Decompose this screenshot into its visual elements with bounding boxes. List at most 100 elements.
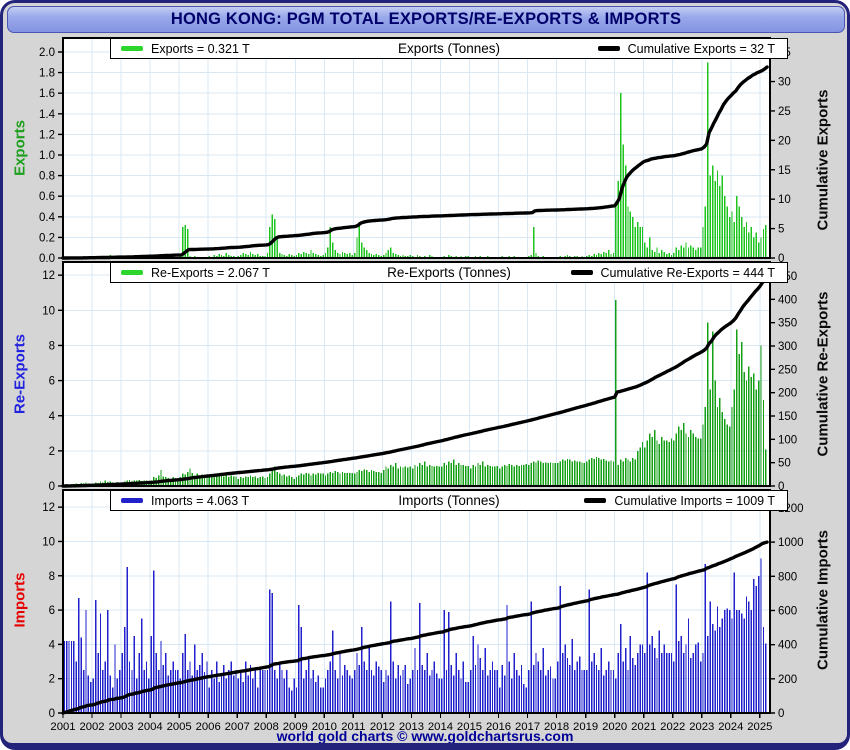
re-exports-left-ticks: 12 10 8 6 4 2 0 <box>42 270 63 493</box>
x-axis-year-label: 2024 <box>718 721 743 733</box>
x-axis-year-label: 2023 <box>689 721 714 733</box>
chart-plot-wrapper: 2.01.81.61.41.21.00.80.60.40.20.03530252… <box>3 3 847 743</box>
x-axis-year-label: 2006 <box>196 721 221 733</box>
x-axis-year-label: 2005 <box>167 721 192 733</box>
exports-left-tick-label: 0.0 <box>39 253 55 265</box>
x-axis-year-label: 2002 <box>79 721 104 733</box>
exports-left-tick-label: 0.4 <box>39 212 56 224</box>
imports-left-tick-label: 12 <box>42 502 55 514</box>
imports-panel-title: Imports (Tonnes) <box>398 493 500 508</box>
imports-bar-label: Imports = 4.063 T <box>151 493 250 508</box>
exports-left-tick-label: 1.0 <box>39 150 55 162</box>
exports-bar-swatch <box>121 46 143 51</box>
x-axis-year-label: 2018 <box>544 721 569 733</box>
x-axis-year-label: 2010 <box>312 721 337 733</box>
imports-right-tick-label: 0 <box>778 708 784 720</box>
x-axis-year-label: 2007 <box>225 721 250 733</box>
cumulative-imports-axis-title: Cumulative Imports <box>814 529 832 671</box>
exports-legend-bar-entry: Exports = 0.321 T <box>121 42 250 56</box>
imports-right-tick-label: 800 <box>778 571 797 583</box>
re-exports-left-tick-label: 10 <box>42 305 55 317</box>
exports-bars <box>68 62 767 258</box>
cumulative-exports-axis-title: Cumulative Exports <box>814 89 832 231</box>
x-axis-year-label: 2021 <box>631 721 656 733</box>
re-exports-legend-line-entry: Cumulative Re-Exports = 444 T <box>570 265 776 280</box>
chart-canvas: 2.01.81.61.41.21.00.80.60.40.20.03530252… <box>39 37 804 733</box>
x-axis-year-label: 2008 <box>254 721 279 733</box>
imports-left-tick-label: 4 <box>49 639 56 651</box>
re-exports-panel: 121086420450400350300250200150100500 <box>42 261 797 493</box>
imports-legend-bar-entry: Imports = 4.063 T <box>121 494 249 508</box>
re-exports-left-tick-label: 12 <box>42 270 55 282</box>
cumulative-re-exports-label: Cumulative Re-Exports = 444 T <box>600 265 776 280</box>
exports-right-tick-label: 30 <box>778 77 791 89</box>
re-exports-right-tick-label: 150 <box>778 411 797 423</box>
x-axis-year-label: 2001 <box>50 721 75 733</box>
x-axis-year-label: 2012 <box>370 721 395 733</box>
exports-right-tick-label: 25 <box>778 106 791 118</box>
x-axis-year-label: 2017 <box>515 721 540 733</box>
re-exports-right-tick-label: 350 <box>778 318 797 330</box>
exports-left-tick-label: 1.8 <box>39 68 55 80</box>
exports-left-tick-label: 1.2 <box>39 129 55 141</box>
exports-right-tick-label: 20 <box>778 135 791 147</box>
re-exports-legend: Re-Exports = 2.067 T Re-Exports (Tonnes)… <box>110 262 788 283</box>
exports-right-tick-label: 0 <box>778 253 784 265</box>
re-exports-left-tick-label: 8 <box>49 340 55 352</box>
x-axis-year-label: 2003 <box>108 721 133 733</box>
cumulative-imports-label: Cumulative Imports = 1009 T <box>614 493 775 508</box>
chart-title: HONG KONG: PGM TOTAL EXPORTS/RE-EXPORTS … <box>170 10 682 28</box>
re-exports-right-tick-label: 50 <box>778 458 791 470</box>
x-axis-year-label: 2020 <box>602 721 627 733</box>
imports-left-axis-title: Imports <box>11 572 29 628</box>
exports-left-tick-label: 1.6 <box>39 88 55 100</box>
re-exports-right-tick-label: 0 <box>778 481 784 493</box>
exports-left-ticks: 2.0 1.8 1.6 1.4 1.2 1.0 0.8 0.6 0.4 0.2 0.0 <box>39 47 63 265</box>
x-axis-year-label: 2009 <box>283 721 308 733</box>
imports-bar-swatch <box>121 498 143 503</box>
re-exports-right-tick-label: 300 <box>778 341 797 353</box>
exports-left-axis-title: Exports <box>11 120 29 176</box>
watermark-footer: world gold charts © www.goldchartsrus.co… <box>276 728 574 743</box>
exports-left-tick-label: 1.4 <box>39 109 56 121</box>
re-exports-right-tick-label: 250 <box>778 364 797 376</box>
cumulative-exports-swatch <box>597 46 620 51</box>
exports-legend-line-entry: Cumulative Exports = 32 T <box>597 42 775 56</box>
imports-right-tick-label: 200 <box>778 674 797 686</box>
exports-left-tick-label: 0.8 <box>39 171 55 183</box>
x-axis-year-label: 2011 <box>341 721 365 733</box>
exports-panel-title: Exports (Tonnes) <box>397 41 501 56</box>
x-axis-year-label: 2004 <box>138 721 163 733</box>
imports-left-ticks: 12 10 8 6 4 2 0 <box>42 502 63 720</box>
re-exports-left-tick-label: 2 <box>49 446 55 458</box>
exports-plot-area <box>63 38 770 258</box>
re-exports-right-tick-label: 200 <box>778 388 797 400</box>
re-exports-left-tick-label: 6 <box>49 376 55 388</box>
exports-right-tick-label: 10 <box>778 194 791 206</box>
re-exports-right-tick-label: 100 <box>778 434 797 446</box>
exports-right-ticks: 35302520151050 <box>770 47 791 265</box>
re-exports-left-tick-label: 4 <box>49 411 56 423</box>
imports-left-tick-label: 6 <box>49 605 55 617</box>
exports-v-gridlines <box>91 38 761 258</box>
imports-right-tick-label: 600 <box>778 605 797 617</box>
imports-left-tick-label: 0 <box>49 708 55 720</box>
x-axis-year-label: 2025 <box>747 721 772 733</box>
exports-left-tick-label: 2.0 <box>39 47 55 59</box>
re-exports-left-axis-title: Re-Exports <box>11 333 29 415</box>
exports-bar-label: Exports = 0.321 T <box>151 41 250 56</box>
re-exports-bar-swatch <box>121 270 143 275</box>
imports-left-tick-label: 2 <box>49 674 55 686</box>
imports-v-gridlines <box>91 490 761 713</box>
exports-left-tick-label: 0.2 <box>39 232 55 244</box>
exports-right-tick-label: 15 <box>778 165 791 177</box>
re-exports-bar-label: Re-Exports = 2.067 T <box>151 265 270 280</box>
chart-title-bar: HONG KONG: PGM TOTAL EXPORTS/RE-EXPORTS … <box>7 6 845 33</box>
imports-right-tick-label: 1000 <box>778 537 804 549</box>
imports-legend: Imports = 4.063 T Imports (Tonnes) Cumul… <box>110 490 788 511</box>
re-exports-panel-title: Re-Exports (Tonnes) <box>387 265 511 280</box>
cumulative-exports-line <box>61 65 769 260</box>
x-axis-year-label: 2014 <box>428 721 453 733</box>
